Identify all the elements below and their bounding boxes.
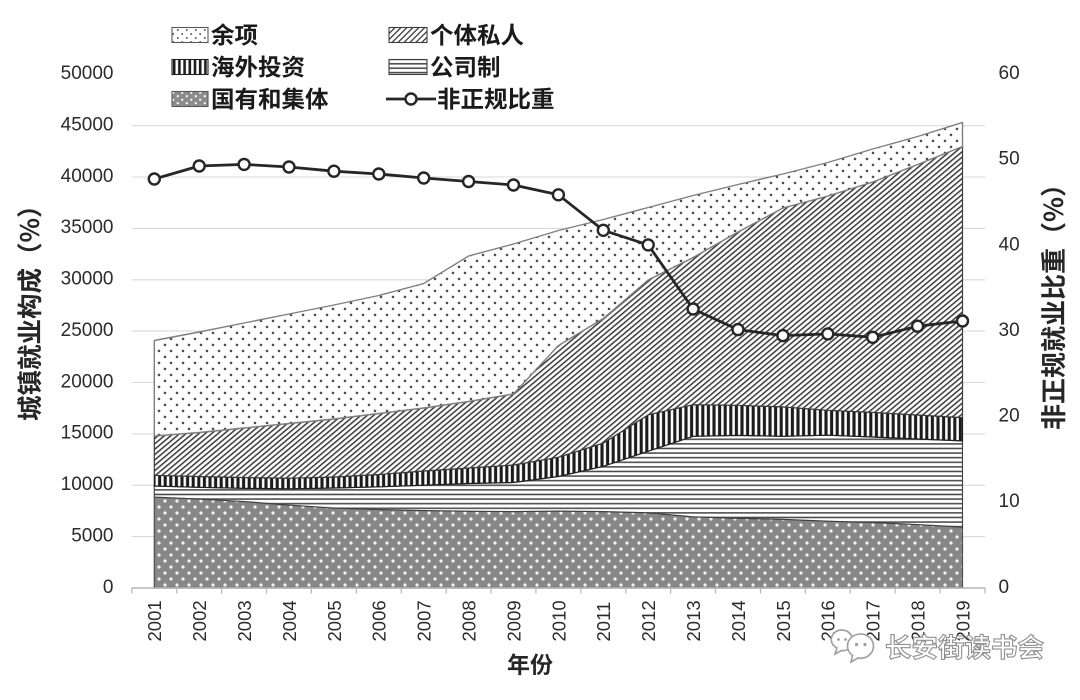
svg-text:2010: 2010 [548,600,569,641]
svg-text:50000: 50000 [61,63,114,84]
svg-text:20000: 20000 [61,371,114,392]
svg-text:2002: 2002 [189,600,210,641]
svg-text:2019: 2019 [952,600,973,641]
svg-text:60: 60 [999,63,1020,84]
svg-text:50: 50 [999,149,1020,170]
svg-text:2016: 2016 [818,600,839,641]
svg-text:2012: 2012 [638,600,659,641]
svg-text:2014: 2014 [728,600,749,641]
svg-text:25000: 25000 [61,320,114,341]
svg-text:35000: 35000 [61,217,114,238]
svg-text:20: 20 [999,406,1020,427]
svg-text:2008: 2008 [459,600,480,641]
svg-text:30: 30 [999,320,1020,341]
svg-text:40: 40 [999,234,1020,255]
svg-text:2017: 2017 [863,600,884,641]
svg-text:0: 0 [999,577,1010,598]
svg-text:2001: 2001 [144,600,165,641]
svg-text:2005: 2005 [324,600,345,641]
svg-text:2011: 2011 [593,602,614,642]
svg-text:2013: 2013 [683,600,704,641]
svg-text:2003: 2003 [234,600,255,641]
svg-text:15000: 15000 [61,423,114,444]
svg-text:40000: 40000 [61,166,114,187]
svg-text:2004: 2004 [279,600,300,641]
svg-text:30000: 30000 [61,269,114,290]
svg-text:0: 0 [103,577,114,598]
svg-text:45000: 45000 [61,115,114,136]
svg-text:2009: 2009 [503,600,524,641]
svg-text:2015: 2015 [773,600,794,641]
svg-text:5000: 5000 [71,525,113,546]
svg-text:2007: 2007 [414,600,435,641]
svg-text:10000: 10000 [61,474,114,495]
svg-text:2006: 2006 [369,600,390,641]
svg-text:10: 10 [999,491,1020,512]
svg-text:2018: 2018 [908,600,929,641]
